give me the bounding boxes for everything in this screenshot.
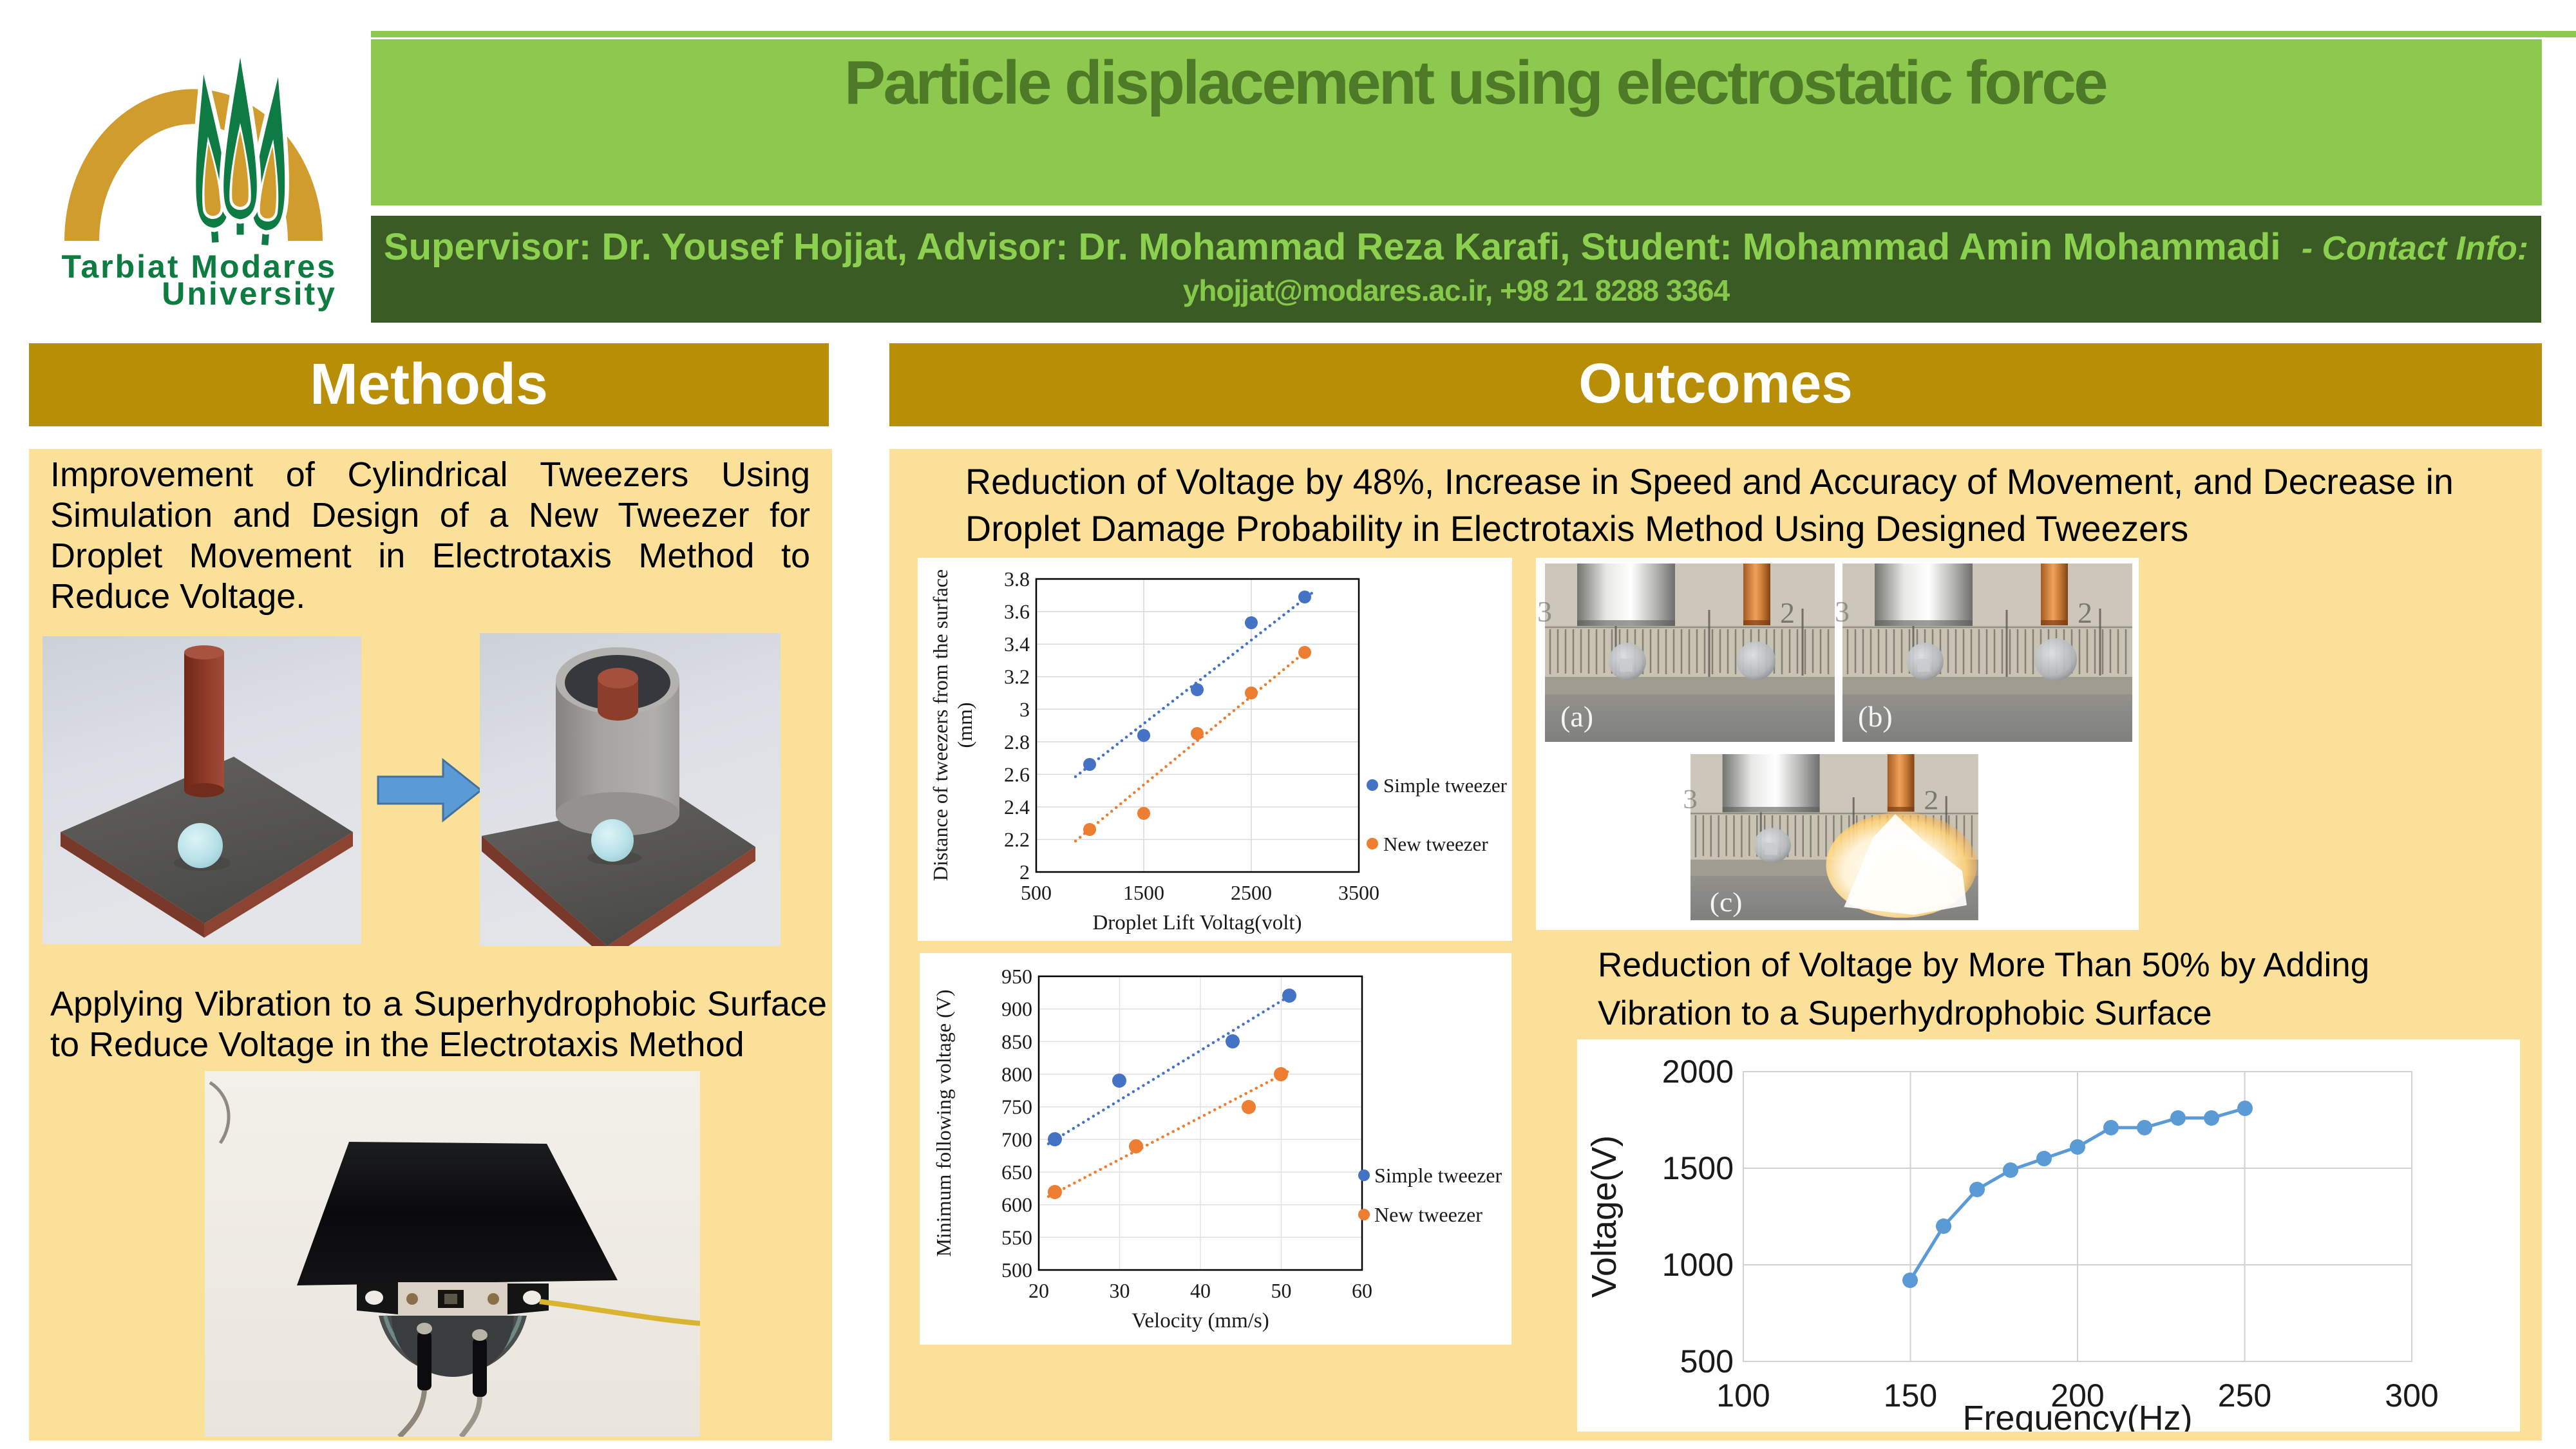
svg-text:Simple tweezer: Simple tweezer — [1374, 1164, 1502, 1187]
svg-text:3.8: 3.8 — [1004, 567, 1030, 591]
svg-text:Velocity (mm/s): Velocity (mm/s) — [1132, 1309, 1269, 1332]
svg-text:3: 3 — [1019, 697, 1030, 721]
svg-text:(b): (b) — [1858, 700, 1893, 733]
svg-text:3.4: 3.4 — [1004, 632, 1030, 656]
svg-text:250: 250 — [2218, 1378, 2271, 1414]
svg-text:2.2: 2.2 — [1004, 828, 1030, 851]
svg-text:3.2: 3.2 — [1004, 665, 1030, 688]
svg-text:500: 500 — [1021, 881, 1052, 904]
svg-text:750: 750 — [1001, 1095, 1032, 1119]
svg-text:60: 60 — [1352, 1279, 1372, 1302]
svg-text:Tarbiat Modares: Tarbiat Modares — [62, 249, 337, 285]
svg-text:(c): (c) — [1710, 887, 1743, 917]
svg-text:2.8: 2.8 — [1004, 730, 1030, 753]
svg-text:20: 20 — [1028, 1279, 1049, 1302]
svg-text:100: 100 — [1716, 1378, 1770, 1414]
svg-text:Voltage(V): Voltage(V) — [1585, 1135, 1624, 1298]
svg-text:Minimum following voltage (V): Minimum following voltage (V) — [932, 989, 955, 1256]
svg-text:2: 2 — [1019, 860, 1030, 884]
svg-text:300: 300 — [2385, 1378, 2438, 1414]
svg-text:(mm): (mm) — [953, 702, 976, 748]
svg-text:1000: 1000 — [1662, 1247, 1734, 1283]
svg-text:150: 150 — [1884, 1378, 1937, 1414]
svg-text:700: 700 — [1001, 1128, 1032, 1151]
svg-text:650: 650 — [1001, 1160, 1032, 1184]
svg-text:1500: 1500 — [1662, 1150, 1734, 1186]
svg-text:University: University — [162, 276, 337, 312]
svg-text:2.4: 2.4 — [1004, 795, 1030, 819]
svg-text:1500: 1500 — [1123, 881, 1164, 904]
svg-text:Distance of tweezers from the: Distance of tweezers from the surface — [929, 569, 952, 881]
svg-text:New tweezer: New tweezer — [1374, 1203, 1482, 1226]
svg-text:600: 600 — [1001, 1193, 1032, 1217]
svg-text:2.6: 2.6 — [1004, 762, 1030, 786]
svg-text:800: 800 — [1001, 1063, 1032, 1086]
svg-text:50: 50 — [1271, 1279, 1292, 1302]
svg-text:500: 500 — [1001, 1258, 1032, 1282]
svg-text:Simple tweezer: Simple tweezer — [1383, 774, 1508, 797]
svg-text:30: 30 — [1110, 1279, 1130, 1302]
svg-text:500: 500 — [1680, 1343, 1734, 1379]
svg-text:950: 950 — [1001, 965, 1032, 988]
svg-text:2500: 2500 — [1231, 881, 1272, 904]
svg-text:40: 40 — [1190, 1279, 1211, 1302]
svg-text:900: 900 — [1001, 998, 1032, 1021]
svg-text:Droplet Lift Voltag(volt): Droplet Lift Voltag(volt) — [1092, 911, 1302, 934]
svg-text:2000: 2000 — [1662, 1054, 1734, 1090]
svg-text:New tweezer: New tweezer — [1383, 833, 1488, 855]
svg-text:3.6: 3.6 — [1004, 600, 1030, 623]
svg-text:Frequency(Hz): Frequency(Hz) — [1962, 1399, 2192, 1432]
svg-text:(a): (a) — [1560, 700, 1593, 733]
svg-text:3500: 3500 — [1338, 881, 1379, 904]
svg-text:850: 850 — [1001, 1030, 1032, 1053]
svg-text:200: 200 — [2050, 1378, 2104, 1414]
svg-text:550: 550 — [1001, 1226, 1032, 1249]
